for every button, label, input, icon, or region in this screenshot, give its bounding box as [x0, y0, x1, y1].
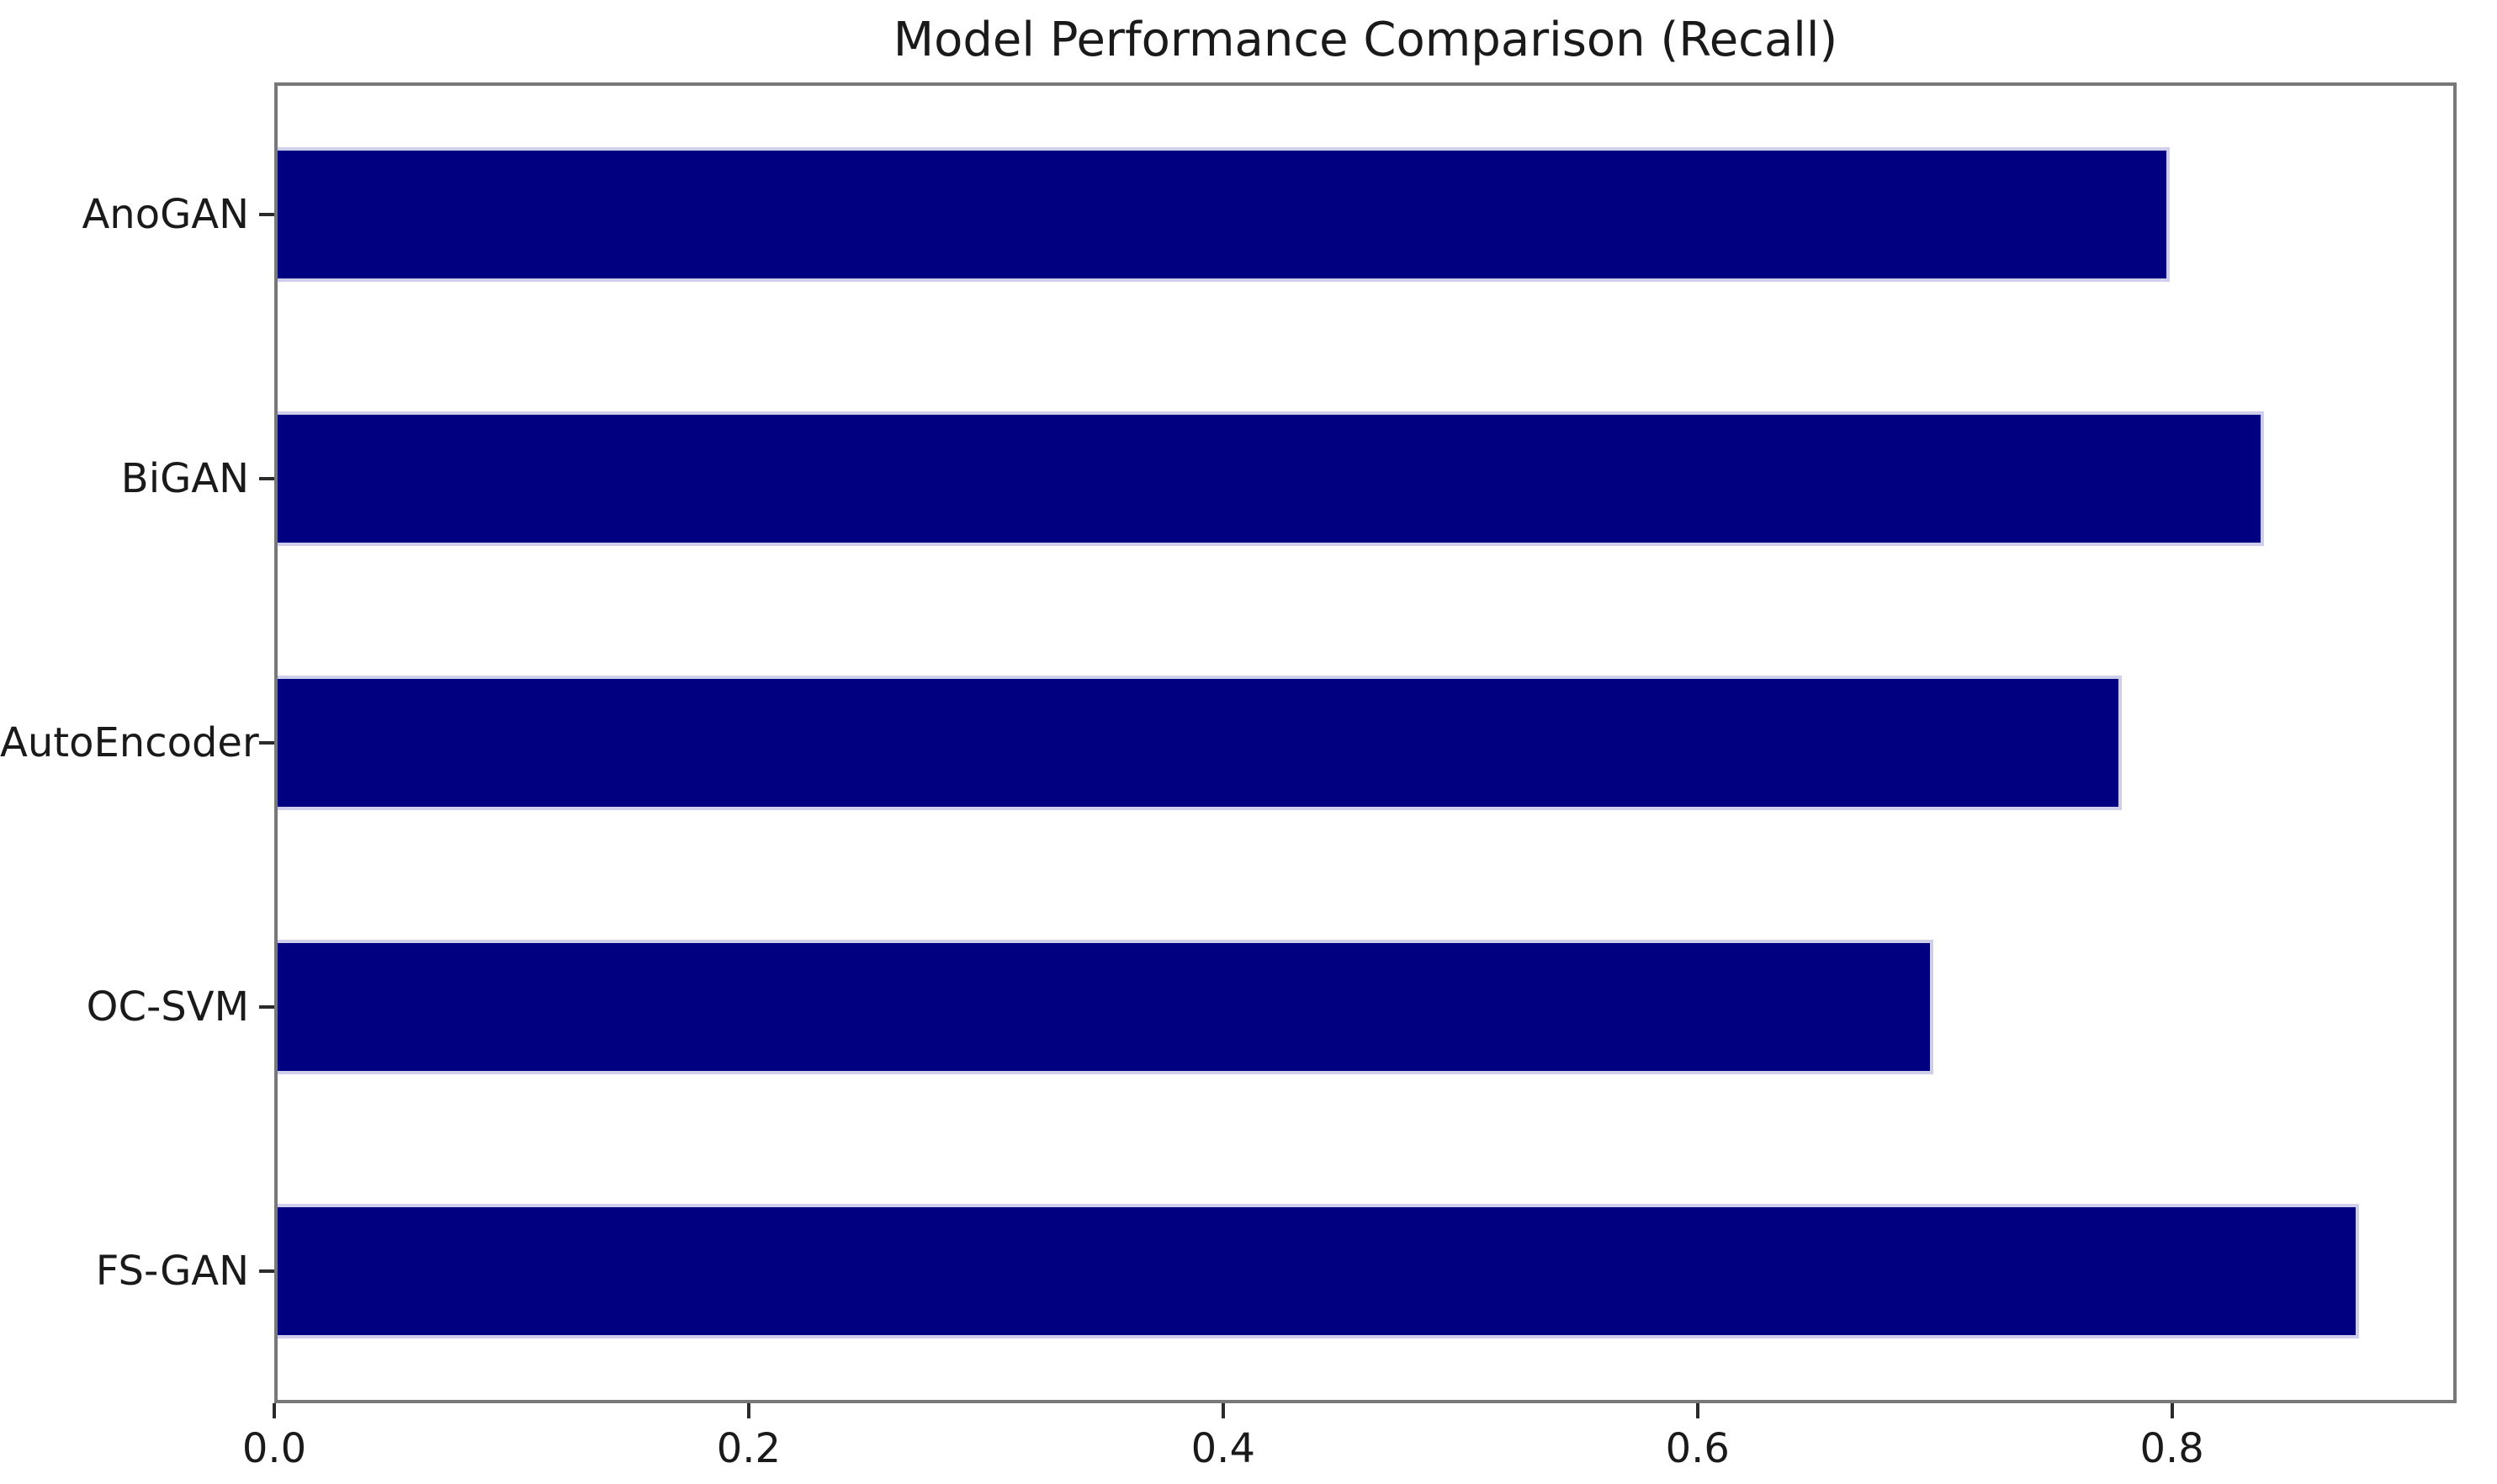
- bar-AutoEncoder: [278, 676, 2123, 810]
- chart-title: Model Performance Comparison (Recall): [893, 13, 1838, 67]
- x-tick-mark: [1221, 1403, 1225, 1418]
- x-tick-label: 0.6: [1665, 1425, 1730, 1472]
- y-tick-label: AnoGAN: [82, 191, 249, 238]
- bar-FS-GAN: [278, 1204, 2359, 1338]
- y-tick-mark: [259, 477, 274, 480]
- y-tick-label: OC-SVM: [86, 983, 249, 1031]
- y-tick-label: BiGAN: [120, 455, 249, 502]
- x-tick-label: 0.4: [1190, 1425, 1255, 1472]
- y-tick-mark: [259, 741, 274, 745]
- bar-OC-SVM: [278, 940, 1933, 1074]
- x-tick-mark: [1695, 1403, 1699, 1418]
- x-tick-label: 0.2: [716, 1425, 782, 1472]
- x-tick-label: 0.8: [2139, 1425, 2204, 1472]
- bar-AnoGAN: [278, 147, 2170, 282]
- y-tick-mark: [259, 1269, 274, 1273]
- x-tick-mark: [746, 1403, 750, 1418]
- bar-BiGAN: [278, 411, 2265, 546]
- y-tick-label: AutoEncoder: [0, 719, 259, 766]
- y-tick-label: FS-GAN: [95, 1248, 249, 1295]
- x-tick-label: 0.0: [241, 1425, 307, 1472]
- y-tick-mark: [259, 1005, 274, 1009]
- y-tick-mark: [259, 213, 274, 216]
- x-tick-mark: [2170, 1403, 2174, 1418]
- plot-area: [274, 82, 2457, 1403]
- x-tick-mark: [273, 1403, 276, 1418]
